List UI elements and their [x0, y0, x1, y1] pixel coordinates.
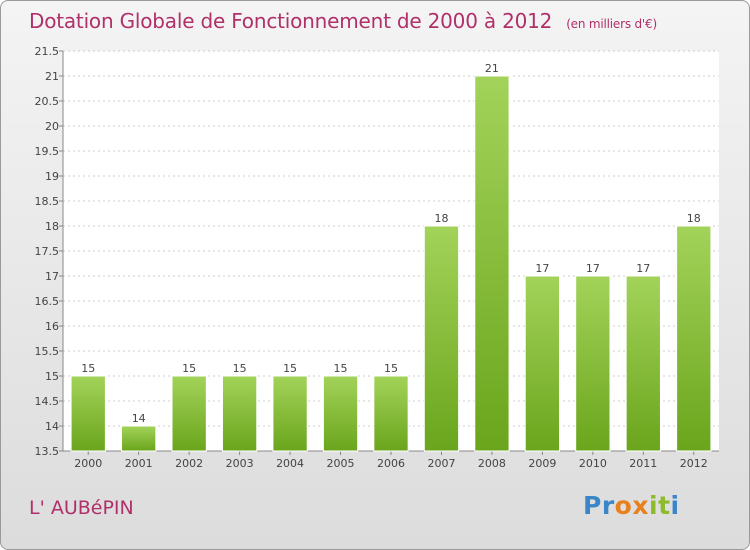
- x-tick-label: 2010: [579, 457, 607, 470]
- bar: [373, 375, 409, 452]
- data-label: 15: [233, 362, 247, 375]
- bar: [70, 375, 106, 452]
- x-tick-label: 2011: [629, 457, 657, 470]
- bar: [121, 425, 157, 452]
- bar: [524, 275, 561, 452]
- x-tick-label: 2005: [327, 457, 355, 470]
- x-tick-label: 2012: [680, 457, 708, 470]
- bar: [474, 75, 510, 452]
- x-tick-label: 2000: [74, 457, 102, 470]
- y-tick-label: 13.5: [35, 445, 60, 458]
- y-tick-label: 14.5: [35, 395, 60, 408]
- data-label: 15: [384, 362, 398, 375]
- logo-letter: i: [649, 491, 659, 520]
- logo-letter: x: [632, 491, 649, 520]
- bar: [272, 375, 308, 452]
- commune-name: L' AUBéPIN: [29, 497, 134, 519]
- data-label: 18: [434, 212, 448, 225]
- proxiti-logo: Proxiti: [583, 491, 680, 520]
- bar: [575, 275, 611, 452]
- y-tick-label: 19: [45, 170, 59, 183]
- x-tick-label: 2003: [226, 457, 254, 470]
- x-tick-label: 2001: [125, 457, 153, 470]
- logo-letter: o: [614, 491, 633, 520]
- x-tick-label: 2007: [427, 457, 455, 470]
- logo-letter: t: [658, 491, 671, 520]
- y-tick-label: 19.5: [35, 145, 60, 158]
- bar: [171, 375, 207, 452]
- subtitle-text: (en milliers d'€): [566, 17, 657, 31]
- bar: [423, 225, 460, 452]
- y-tick-label: 20.5: [35, 95, 60, 108]
- data-label: 21: [485, 62, 499, 75]
- data-label: 17: [535, 262, 549, 275]
- title-text: Dotation Globale de Fonctionnement de 20…: [29, 9, 553, 33]
- x-tick-label: 2008: [478, 457, 506, 470]
- y-tick-label: 15: [45, 370, 59, 383]
- y-tick-label: 17: [45, 270, 59, 283]
- data-label: 17: [636, 262, 650, 275]
- chart-title: Dotation Globale de Fonctionnement de 20…: [29, 9, 657, 33]
- y-tick-label: 20: [45, 120, 59, 133]
- logo-letter: P: [583, 491, 602, 520]
- y-tick-label: 18: [45, 220, 59, 233]
- data-label: 18: [687, 212, 701, 225]
- data-label: 15: [81, 362, 95, 375]
- x-tick-label: 2004: [276, 457, 304, 470]
- data-label: 14: [132, 412, 146, 425]
- bar: [322, 375, 359, 452]
- logo-letter: i: [670, 491, 680, 520]
- logo-letter: r: [601, 491, 615, 520]
- y-tick-label: 15.5: [35, 345, 60, 358]
- y-tick-label: 17.5: [35, 245, 60, 258]
- data-label: 15: [283, 362, 297, 375]
- y-tick-label: 21: [45, 70, 59, 83]
- data-label: 17: [586, 262, 600, 275]
- x-tick-label: 2006: [377, 457, 405, 470]
- y-tick-label: 21.5: [35, 45, 60, 58]
- x-tick-label: 2002: [175, 457, 203, 470]
- y-tick-label: 16.5: [35, 295, 60, 308]
- bar: [625, 275, 661, 452]
- bar: [676, 225, 712, 452]
- y-tick-label: 16: [45, 320, 59, 333]
- y-tick-label: 18.5: [35, 195, 60, 208]
- x-tick-label: 2009: [528, 457, 556, 470]
- data-label: 15: [182, 362, 196, 375]
- y-tick-label: 14: [45, 420, 59, 433]
- data-label: 15: [334, 362, 348, 375]
- bar: [221, 375, 258, 452]
